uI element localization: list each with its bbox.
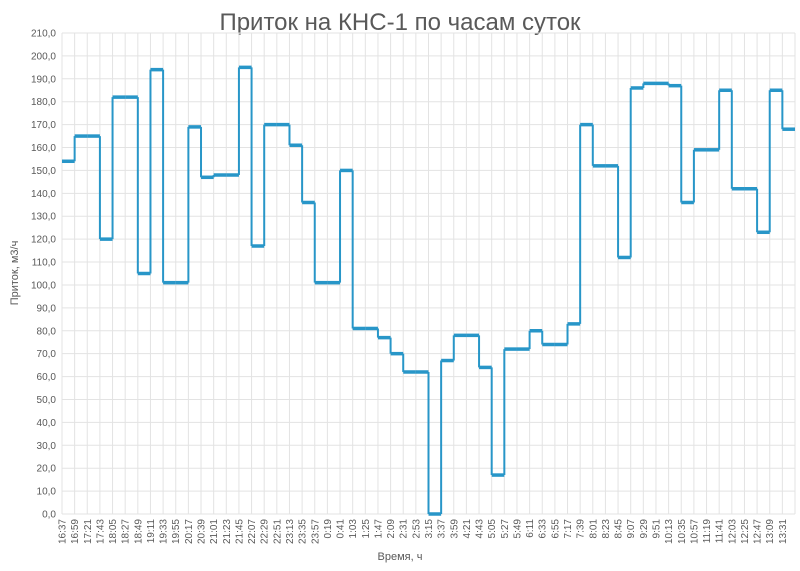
x-tick-label: 8:23 [601,519,612,539]
x-tick-label: 3:37 [437,519,448,539]
x-tick-label: 9:07 [626,519,637,539]
x-tick-label: 9:29 [639,519,650,539]
x-tick-label: 19:55 [171,519,182,544]
x-tick-label: 12:47 [753,519,764,544]
x-tick-label: 0:19 [323,519,334,539]
x-tick-label: 18:27 [121,519,132,544]
x-tick-label: 13:31 [778,519,789,544]
x-tick-label: 1:47 [373,519,384,539]
y-tick-label: 110,0 [32,258,57,269]
y-axis-title: Приток, м3/ч [9,241,21,306]
y-tick-label: 160,0 [31,143,56,154]
y-tick-label: 70,0 [37,349,57,360]
y-tick-label: 150,0 [31,166,56,177]
y-tick-label: 80,0 [37,326,57,337]
x-tick-label: 22:51 [272,519,283,544]
x-tick-label: 3:59 [449,519,460,539]
x-tick-label: 21:45 [234,519,245,544]
x-tick-label: 21:23 [222,519,233,544]
y-tick-label: 90,0 [37,303,57,314]
x-tick-label: 8:45 [614,519,625,539]
y-tick-label: 20,0 [37,464,57,475]
x-tick-label: 8:01 [588,519,599,539]
x-tick-label: 7:39 [576,519,587,539]
x-tick-label: 22:29 [260,519,271,544]
x-tick-label: 10:13 [664,519,675,544]
x-tick-label: 17:21 [83,519,94,544]
x-tick-label: 5:05 [487,519,498,539]
x-tick-label: 1:03 [348,519,359,539]
y-tick-label: 140,0 [31,189,56,200]
y-tick-label: 200,0 [31,51,56,62]
x-tick-label: 5:27 [500,519,511,539]
x-tick-label: 2:53 [411,519,422,539]
x-tick-label: 21:01 [209,519,220,544]
x-tick-label: 12:03 [727,519,738,544]
x-tick-label: 1:25 [361,519,372,539]
y-tick-label: 190,0 [31,74,56,85]
x-tick-label: 0:41 [336,519,347,539]
x-tick-label: 2:31 [399,519,410,539]
y-tick-label: 210,0 [31,29,56,40]
y-tick-label: 130,0 [31,212,56,223]
x-tick-label: 4:21 [462,519,473,539]
x-tick-label: 6:33 [538,519,549,539]
x-tick-label: 23:13 [285,519,296,544]
y-tick-label: 60,0 [37,372,57,383]
y-tick-label: 170,0 [31,120,56,131]
x-tick-label: 13:09 [765,519,776,544]
y-tick-label: 0,0 [42,510,56,521]
x-tick-label: 16:37 [58,519,69,544]
x-tick-label: 12:25 [740,519,751,544]
y-tick-label: 120,0 [31,235,56,246]
x-tick-label: 22:07 [247,519,258,544]
x-tick-label: 5:49 [512,519,523,539]
x-tick-label: 6:55 [550,519,561,539]
y-tick-label: 50,0 [37,395,57,406]
x-tick-label: 16:59 [70,519,81,544]
x-tick-label: 11:41 [715,519,726,544]
y-tick-label: 30,0 [37,441,57,452]
x-tick-label: 4:43 [475,519,486,539]
x-tick-label: 2:09 [386,519,397,539]
x-tick-label: 10:35 [677,519,688,544]
x-tick-label: 17:43 [95,519,106,544]
x-tick-label: 18:05 [108,519,119,544]
x-tick-label: 20:39 [197,519,208,544]
x-tick-label: 6:11 [525,519,536,538]
x-tick-label: 11:19 [702,519,713,544]
x-tick-label: 23:35 [298,519,309,544]
x-tick-label: 19:33 [159,519,170,544]
y-tick-label: 40,0 [37,418,57,429]
x-tick-label: 10:57 [689,519,700,544]
x-tick-label: 9:51 [651,519,662,539]
x-tick-label: 7:17 [563,519,574,539]
chart-title: Приток на КНС-1 по часам суток [219,9,581,36]
y-tick-label: 100,0 [31,280,56,291]
x-tick-label: 3:15 [424,519,435,539]
y-tick-label: 10,0 [37,487,57,498]
x-axis-title: Время, ч [378,551,423,563]
x-tick-label: 18:49 [133,519,144,544]
x-tick-label: 19:11 [146,519,157,544]
x-tick-label: 23:57 [310,519,321,544]
x-tick-label: 20:17 [184,519,195,544]
y-tick-label: 180,0 [31,97,56,108]
